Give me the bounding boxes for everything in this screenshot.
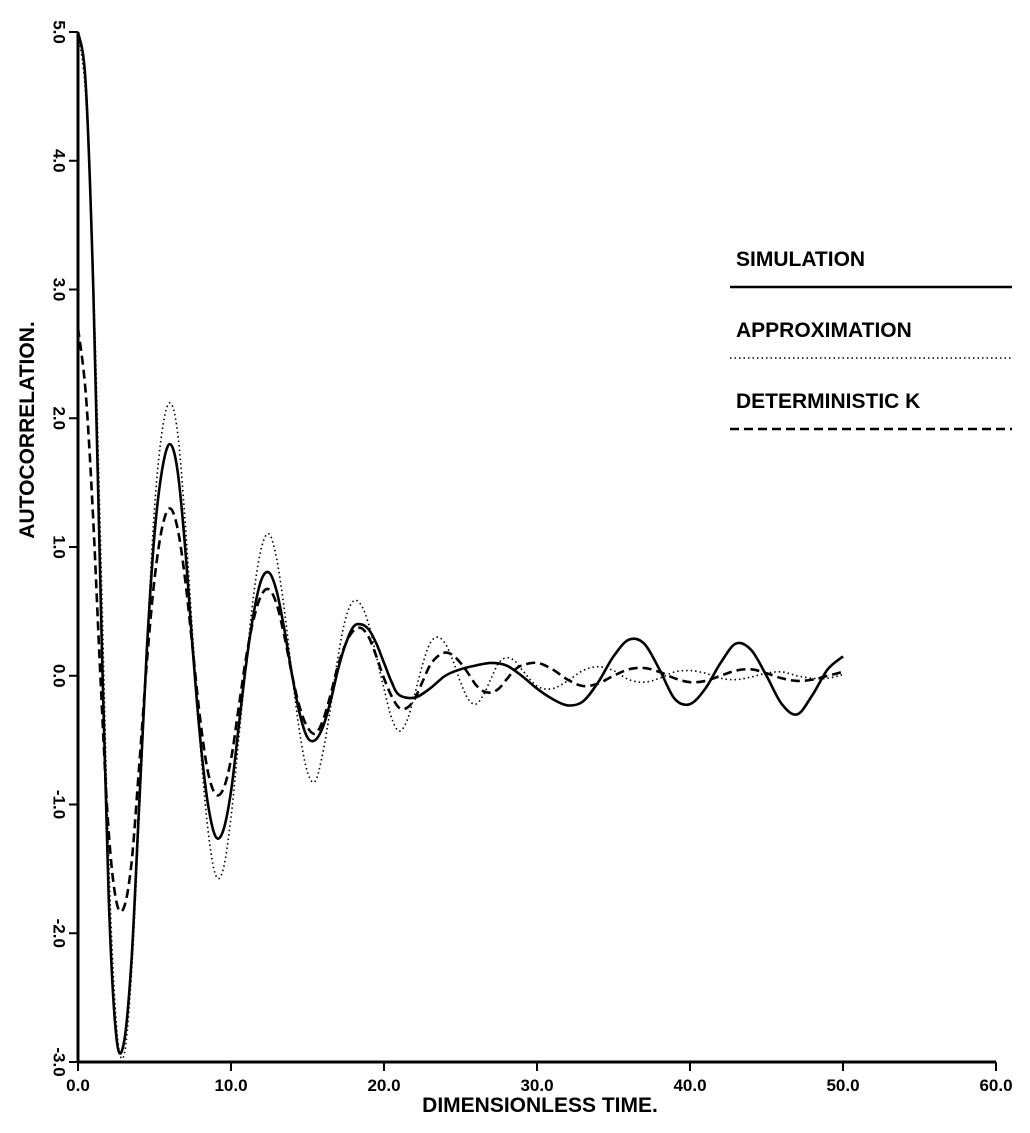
series-line-approximation [77,31,844,1060]
legend-label: DETERMINISTIC K [736,390,920,413]
x-axis-title: DIMENSIONLESS TIME. [422,1094,658,1117]
y-tick-label: 0.0 [50,664,69,688]
legend: SIMULATION APPROXIMATION DETERMINISTIC K [730,248,1012,431]
y-ticks: -3.0 -2.0 -1.0 0.0 1.0 2.0 3.0 4.0 5.0 [50,20,78,1077]
y-tick-label: -3.0 [50,1047,69,1076]
axes [76,32,996,1064]
x-tick-label: 50.0 [826,1076,859,1095]
legend-label: APPROXIMATION [736,319,912,342]
y-tick-label: 3.0 [50,278,69,302]
y-axis-title: AUTOCORRELATION. [16,321,39,538]
y-tick-label: 5.0 [50,20,69,44]
y-tick-label: -2.0 [50,919,69,948]
y-tick-label: 4.0 [50,149,69,173]
series-layer [76,31,844,1060]
series-line-deterministic-k [76,327,844,913]
x-tick-label: 60.0 [979,1076,1012,1095]
series-line-simulation [76,31,844,1055]
x-tick-label: 40.0 [673,1076,706,1095]
x-tick-label: 0.0 [66,1076,90,1095]
x-tick-label: 20.0 [367,1076,400,1095]
legend-label: SIMULATION [736,248,865,271]
y-tick-label: 1.0 [50,535,69,559]
y-tick-label: -1.0 [50,790,69,819]
x-ticks: 0.0 10.0 20.0 30.0 40.0 50.0 60.0 [66,1062,1013,1095]
y-tick-label: 2.0 [50,406,69,430]
x-tick-label: 30.0 [520,1076,553,1095]
x-tick-label: 10.0 [214,1076,247,1095]
